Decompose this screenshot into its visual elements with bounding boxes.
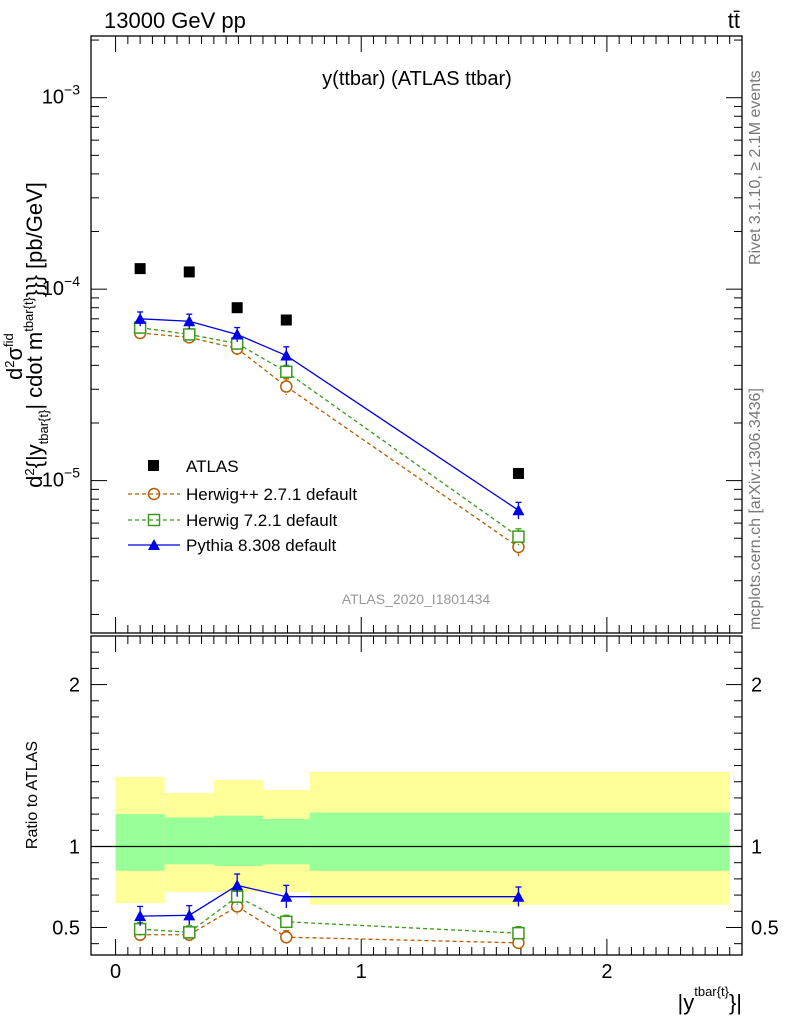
- ratio-frame: [90, 635, 743, 956]
- ratio-xlabel: |ytbar{t}}|: [678, 984, 742, 1015]
- header-ttbar-label: tt̄: [728, 8, 740, 33]
- ratio-y-tick-label-left: 1: [69, 837, 80, 859]
- legend-label-atlas: ATLAS: [186, 457, 239, 476]
- legend-entry-herwigpp: Herwig++ 2.7.1 default: [128, 485, 357, 504]
- x-tick-label: 2: [601, 961, 612, 983]
- data-point-atlas: [231, 302, 243, 314]
- main-panel: y(ttbar) (ATLAS ttbar) ATLAS_2020_I18014…: [1, 35, 743, 634]
- legend-entry-pythia: Pythia 8.308 default: [128, 536, 337, 555]
- main-frame: [90, 35, 743, 634]
- data-point-herwig7: [280, 915, 293, 929]
- uncertainty-band-inner: [309, 812, 730, 871]
- legend-marker-atlas: [148, 460, 159, 471]
- data-point-pythia: [183, 315, 196, 327]
- data-point-herwig7: [280, 365, 293, 379]
- analysis-watermark: ATLAS_2020_I1801434: [342, 591, 491, 607]
- rivet-label: Rivet 3.1.10, ≥ 2.1M events: [747, 70, 764, 265]
- ratio-y-tick-label-right: 0.5: [751, 917, 779, 939]
- uncertainty-band-inner: [164, 817, 214, 865]
- data-point-pythia: [512, 504, 525, 516]
- legend-label-herwig7: Herwig 7.2.1 default: [186, 511, 337, 530]
- ratio-y-tick-label-right: 1: [751, 837, 762, 859]
- data-point-herwig7: [183, 926, 196, 939]
- legend-label-pythia: Pythia 8.308 default: [186, 536, 337, 555]
- main-plot-area: 10−5 10−4 10−3: [42, 35, 743, 634]
- x-tick-label: 1: [356, 961, 367, 983]
- legend-entry-atlas: ATLAS: [148, 457, 239, 476]
- mcplots-label: mcplots.cern.ch [arXiv:1306.3436]: [747, 388, 764, 630]
- x-tick-label: 0: [110, 961, 121, 983]
- data-point-pythia: [134, 910, 147, 922]
- data-point-pythia: [231, 328, 244, 340]
- data-point-atlas: [134, 263, 146, 275]
- data-point-pythia: [231, 879, 244, 891]
- ratio-y-tick-label-left: 2: [69, 675, 80, 697]
- ratio-panel: Ratio to ATLAS 0.5 0.5 1 1 2 2 0 1 2 |ytbar{t}}|: [24, 635, 779, 1015]
- data-point-herwig7: [183, 328, 196, 341]
- y-tick-label: 10−5: [42, 465, 80, 492]
- data-point-herwig7: [512, 926, 525, 940]
- legend: ATLAS Herwig++ 2.7.1 default Herwig 7.2.…: [128, 457, 357, 555]
- data-point-herwigpp: [512, 540, 525, 554]
- series-line-pythia: [140, 318, 519, 511]
- ratio-ylabel: Ratio to ATLAS: [24, 741, 41, 849]
- legend-marker-pythia: [148, 539, 160, 550]
- data-point-pythia: [134, 312, 147, 324]
- data-point-pythia: [183, 909, 196, 921]
- data-point-herwigpp: [280, 380, 293, 393]
- ratio-y-tick-label-right: 2: [751, 675, 762, 697]
- uncertainty-band-inner: [213, 815, 263, 866]
- main-ylabel: d2{|ytbar{t}| cdot mtbar{t}}}} [pb/GeV]: [21, 182, 51, 488]
- main-title: y(ttbar) (ATLAS ttbar): [322, 68, 512, 90]
- y-tick-label: 10−3: [42, 82, 80, 109]
- data-point-pythia: [280, 890, 293, 902]
- legend-entry-herwig7: Herwig 7.2.1 default: [128, 511, 337, 530]
- uncertainty-band-inner: [262, 818, 310, 865]
- y-tick-label: 10−4: [42, 273, 80, 300]
- data-point-atlas: [512, 467, 524, 479]
- series-line-herwigpp: [140, 905, 519, 944]
- legend-marker-herwig7: [147, 513, 161, 527]
- data-point-atlas: [280, 314, 292, 326]
- header-process-label: 13000 GeV pp: [104, 8, 246, 33]
- ratio-y-tick-label-left: 0.5: [52, 917, 80, 939]
- data-point-herwig7: [512, 530, 525, 543]
- data-point-pythia: [280, 349, 293, 361]
- data-point-atlas: [183, 266, 195, 278]
- uncertainty-band-inner: [115, 814, 165, 871]
- data-point-herwigpp: [280, 930, 293, 944]
- ratio-plot-area: 0.5 0.5 1 1 2 2 0 1 2: [52, 635, 779, 983]
- data-point-pythia: [512, 890, 525, 902]
- series-line-herwig7: [140, 326, 519, 538]
- legend-marker-herwigpp: [147, 487, 161, 501]
- main-ylabel-numerator: d2σfid: [1, 333, 27, 380]
- legend-label-herwigpp: Herwig++ 2.7.1 default: [186, 485, 357, 504]
